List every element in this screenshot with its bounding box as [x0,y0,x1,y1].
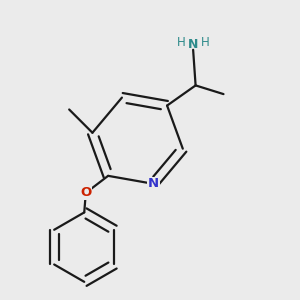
Text: N: N [188,38,198,51]
Text: O: O [80,186,92,200]
Text: H: H [177,35,186,49]
Text: H: H [200,35,209,49]
Text: N: N [148,177,159,190]
